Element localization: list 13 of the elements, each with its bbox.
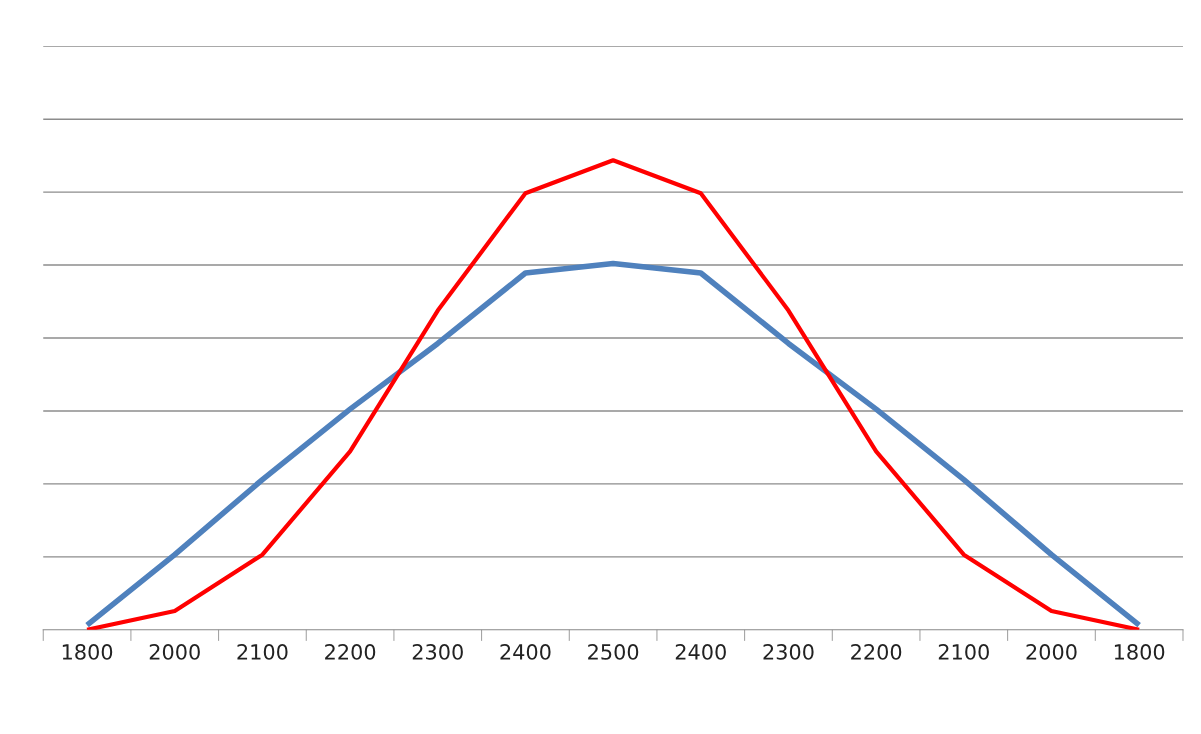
x-tick-label: 2100: [938, 644, 989, 660]
x-tick-label: 2400: [675, 644, 726, 660]
x-tick-label: 2200: [851, 644, 902, 660]
x-tick-label: 2300: [412, 644, 463, 660]
x-tick-label: 1800: [1114, 644, 1165, 660]
x-tick-label: 2000: [149, 644, 200, 660]
x-tick-label: 2000: [1026, 644, 1077, 660]
x-tick-label: 2100: [237, 644, 288, 660]
x-tick-label: 1800: [62, 644, 113, 660]
x-tick-label: 2400: [500, 644, 551, 660]
x-tick-label: 2300: [763, 644, 814, 660]
x-tick-label: 2200: [325, 644, 376, 660]
x-tick-label: 2500: [588, 644, 639, 660]
